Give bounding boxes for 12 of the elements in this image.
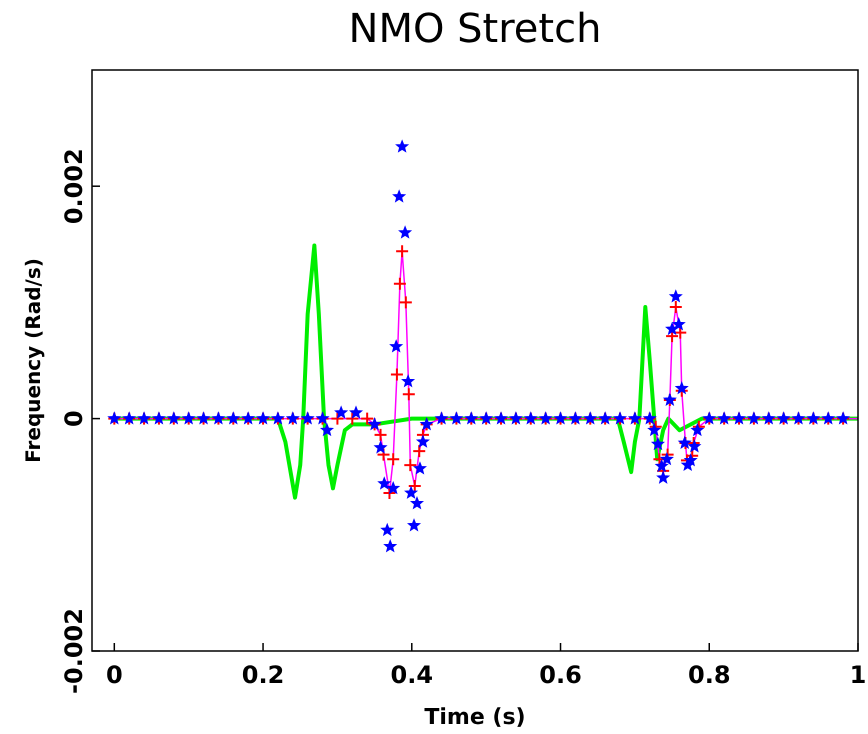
x-tick-label: 0.8	[688, 661, 731, 689]
chart-title: NMO Stretch	[348, 6, 602, 52]
y-axis-title: Frequency (Rad/s)	[21, 258, 45, 463]
y-tick-label: 0.002	[60, 148, 88, 224]
x-tick-label: 0.6	[539, 661, 582, 689]
x-tick-label: 0	[106, 661, 123, 689]
y-tick-label: 0	[60, 410, 88, 427]
x-tick-label: 0.4	[390, 661, 434, 689]
x-axis-title: Time (s)	[424, 705, 526, 730]
x-tick-label: 0.2	[242, 661, 284, 689]
x-tick-label: 1	[850, 661, 866, 689]
y-tick-label: -0.002	[60, 608, 88, 694]
